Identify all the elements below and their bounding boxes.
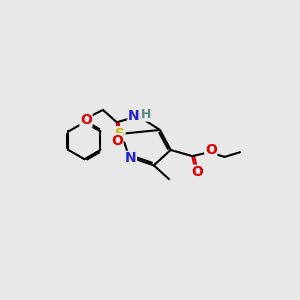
Text: O: O bbox=[205, 143, 217, 157]
Text: O: O bbox=[111, 134, 123, 148]
Text: S: S bbox=[115, 127, 125, 141]
Text: O: O bbox=[80, 113, 92, 127]
Text: O: O bbox=[191, 165, 203, 179]
Text: N: N bbox=[128, 109, 140, 123]
Text: H: H bbox=[141, 108, 151, 121]
Text: N: N bbox=[125, 152, 136, 165]
